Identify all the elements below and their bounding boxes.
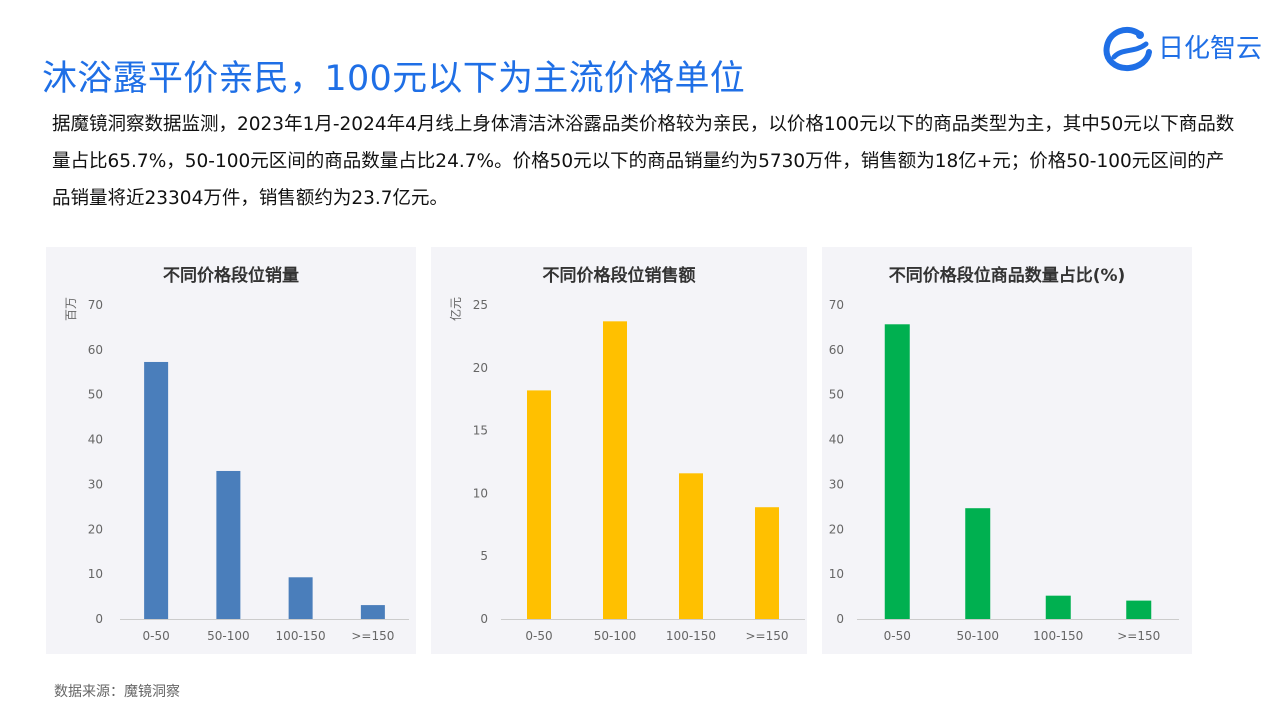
y-tick-label: 70	[829, 298, 844, 312]
bar-100-150	[1045, 595, 1071, 619]
bar-50-100	[216, 470, 241, 619]
y-tick-label: 0	[95, 612, 103, 626]
x-tick-label: >=150	[351, 629, 394, 643]
bar-50-100	[965, 508, 991, 619]
y-tick-label: 40	[88, 433, 103, 447]
y-tick-label: 50	[88, 388, 103, 402]
bar-0-50	[144, 361, 169, 619]
intro-paragraph: 据魔镜洞察数据监测，2023年1月-2024年4月线上身体清洁沐浴露品类价格较为…	[52, 114, 1235, 209]
y-tick-label: 10	[829, 567, 844, 581]
y-tick-label: 20	[88, 522, 103, 536]
page-title: 沐浴露平价亲民，100元以下为主流价格单位	[42, 59, 746, 100]
chart-panel-sales-revenue: 不同价格段位销售额亿元 0 5 10 15 20 25 0-50 50-100 100-150 >=…	[431, 247, 807, 654]
y-tick-label: 0	[836, 612, 844, 626]
y-tick-label: 5	[480, 549, 488, 563]
y-tick-label: 30	[88, 477, 103, 491]
chart-title: 不同价格段位销量	[163, 265, 299, 286]
x-tick-label: 50-100	[594, 629, 637, 643]
y-tick-label: 30	[829, 477, 844, 491]
y-axis-unit-label: 亿元	[448, 297, 463, 321]
x-tick-label: 100-150	[276, 629, 326, 643]
y-tick-label: 15	[473, 424, 488, 438]
y-tick-label: 0	[480, 612, 488, 626]
x-tick-label: 100-150	[666, 629, 716, 643]
data-source-note: 数据来源：魔镜洞察	[54, 684, 180, 700]
bar-gte-150	[755, 507, 779, 619]
chart-title: 不同价格段位销售额	[543, 265, 696, 286]
y-tick-label: 50	[829, 388, 844, 402]
y-tick-label: 10	[473, 486, 488, 500]
x-tick-label: 0-50	[884, 629, 911, 643]
x-tick-label: 50-100	[207, 629, 250, 643]
y-tick-label: 40	[829, 433, 844, 447]
brand-logo: 日化智云	[1102, 26, 1262, 72]
chart-title: 不同价格段位商品数量占比(%)	[889, 265, 1126, 286]
y-tick-label: 25	[473, 298, 488, 312]
chart-panel-sales-volume: 不同价格段位销量百万 0 10 20 30 40 50 60 70 0-50 50-100 100-1…	[46, 247, 416, 654]
x-tick-label: 0-50	[143, 629, 170, 643]
brand-name: 日化智云	[1158, 34, 1263, 64]
x-tick-label: >=150	[745, 629, 788, 643]
x-tick-label: 100-150	[1033, 629, 1083, 643]
bar-gte-150	[360, 605, 385, 619]
chart-product-share: 不同价格段位商品数量占比(%) 0 10 20 30 40 50 60 70 0-50 50-100…	[829, 265, 1179, 643]
y-tick-label: 10	[88, 567, 103, 581]
y-tick-label: 60	[88, 343, 103, 357]
y-tick-label: 60	[829, 343, 844, 357]
y-axis-unit-label: 百万	[64, 297, 78, 321]
bar-100-150	[679, 473, 703, 619]
chart-panel-product-share: 不同价格段位商品数量占比(%) 0 10 20 30 40 50 60 70 0-50 50-100…	[822, 247, 1192, 654]
bar-0-50	[884, 324, 910, 619]
y-tick-label: 70	[88, 298, 103, 312]
x-tick-label: >=150	[1117, 629, 1160, 643]
bar-100-150	[288, 577, 313, 619]
x-tick-label: 50-100	[956, 629, 999, 643]
bar-gte-150	[1126, 600, 1152, 619]
bar-0-50	[527, 390, 551, 619]
bar-50-100	[603, 321, 627, 619]
brand-logo-icon	[1103, 26, 1152, 72]
x-tick-label: 0-50	[525, 629, 552, 643]
y-tick-label: 20	[473, 361, 488, 375]
y-tick-label: 20	[829, 522, 844, 536]
